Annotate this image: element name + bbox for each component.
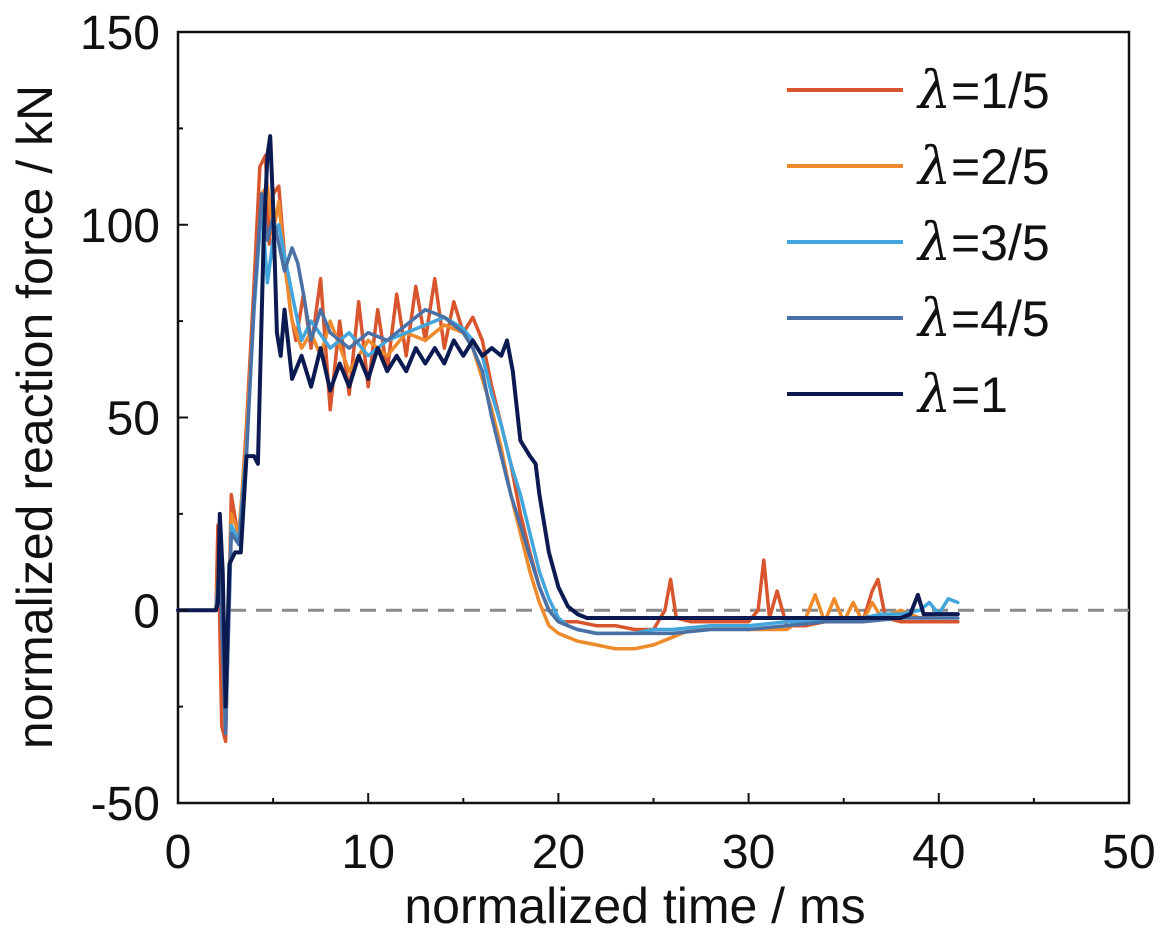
legend-entry-5: λ=1 (916, 365, 1008, 425)
x-tick-label: 30 (722, 826, 775, 879)
legend-lambda-symbol: λ (916, 137, 951, 197)
x-tick-label: 50 (1102, 826, 1155, 879)
y-tick-label: -50 (91, 778, 160, 831)
series-line-4 (176, 192, 960, 736)
legend-entry-2: λ=2/5 (916, 137, 1050, 197)
series-line-5 (176, 134, 960, 709)
legend-label: =1 (951, 367, 1008, 423)
legend-label: =3/5 (951, 215, 1050, 271)
x-tick-label: 20 (532, 826, 585, 879)
x-tick-label: 40 (912, 826, 965, 879)
legend-entry-4: λ=4/5 (916, 289, 1050, 349)
legend-label: =1/5 (951, 63, 1050, 119)
x-tick-label: 10 (342, 826, 395, 879)
legend-label: =4/5 (951, 291, 1050, 347)
series-line-2 (176, 184, 960, 720)
x-axis-ticks: 0 10 20 30 40 50 (165, 793, 1156, 879)
series-lines (176, 134, 960, 744)
y-axis-label: normalized reaction force / kN (7, 85, 63, 749)
legend-entry-3: λ=3/5 (916, 213, 1050, 273)
y-tick-label: 100 (80, 200, 160, 253)
series-line-3 (176, 203, 960, 728)
legend-lambda-symbol: λ (916, 289, 951, 349)
legend-lambda-symbol: λ (916, 365, 951, 425)
y-tick-label: 0 (133, 585, 160, 638)
x-tick-label: 0 (165, 826, 192, 879)
y-axis-ticks: 150 100 50 0 -50 (80, 7, 188, 831)
legend-lambda-symbol: λ (916, 213, 951, 273)
legend: λ=1/5λ=2/5λ=3/5λ=4/5λ=1 (787, 61, 1050, 425)
legend-lambda-symbol: λ (916, 61, 951, 121)
y-tick-label: 50 (107, 393, 160, 446)
legend-entry-1: λ=1/5 (916, 61, 1050, 121)
x-axis-label: normalized time / ms (404, 878, 865, 929)
y-tick-label: 150 (80, 7, 160, 60)
legend-label: =2/5 (951, 139, 1050, 195)
